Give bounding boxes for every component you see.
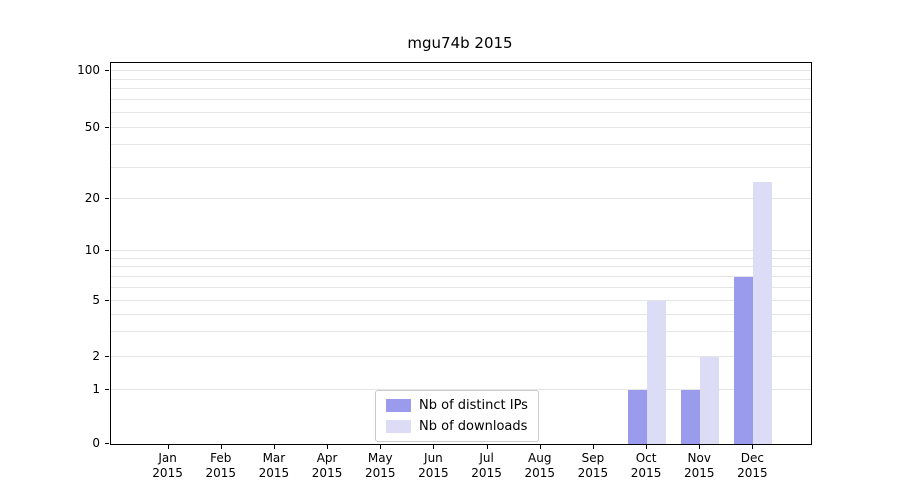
y-tick-mark <box>105 250 109 252</box>
y-tick-label: 10 <box>84 243 100 258</box>
gridline <box>111 287 811 288</box>
y-tick-label: 100 <box>77 63 100 77</box>
gridline <box>111 166 811 168</box>
y-tick-label: 0 <box>92 436 100 450</box>
bar-distinct-ips <box>628 389 648 444</box>
y-tick-mark <box>105 70 109 71</box>
legend-label: Nb of downloads <box>419 419 528 434</box>
x-tick-label: Dec 2015 <box>737 451 768 480</box>
y-tick-mark <box>105 198 109 200</box>
x-tick-label: May 2015 <box>364 451 396 480</box>
bar-distinct-ips <box>681 389 701 444</box>
x-tick-mark <box>752 445 754 449</box>
legend: Nb of distinct IPs Nb of downloads <box>375 390 539 442</box>
x-tick-mark <box>486 445 488 449</box>
x-tick-mark <box>380 445 382 449</box>
y-tick-label: 2 <box>92 349 100 364</box>
gridline <box>111 88 811 90</box>
gridline <box>111 99 811 101</box>
gridline <box>111 127 811 129</box>
legend-swatch <box>386 399 411 412</box>
x-tick-label: Sep 2015 <box>577 451 609 480</box>
gridline <box>111 198 811 200</box>
gridline <box>111 78 811 80</box>
x-tick-mark <box>167 445 169 449</box>
x-tick-mark <box>433 445 435 449</box>
x-tick-label: Apr 2015 <box>311 451 343 480</box>
y-tick-mark <box>105 443 109 444</box>
gridline <box>111 257 811 259</box>
y-tick-label: 1 <box>92 381 100 396</box>
gridline <box>111 275 811 277</box>
gridline <box>111 112 811 114</box>
legend-swatch <box>386 420 411 433</box>
x-tick-label: Jan 2015 <box>152 451 183 480</box>
y-tick-mark <box>105 127 109 129</box>
gridline <box>111 266 811 268</box>
bar-downloads <box>700 357 720 444</box>
x-tick-label: Aug 2015 <box>524 451 556 480</box>
y-tick-label: 50 <box>84 120 100 135</box>
x-tick-label: Jul 2015 <box>471 451 502 480</box>
gridline <box>111 144 811 146</box>
bar-downloads <box>647 301 667 444</box>
x-tick-mark <box>646 445 648 449</box>
x-tick-label: Mar 2015 <box>258 451 290 480</box>
y-tick-mark <box>105 388 109 390</box>
gridline <box>111 331 811 333</box>
legend-label: Nb of distinct IPs <box>419 398 528 413</box>
legend-item: Nb of distinct IPs <box>386 398 528 413</box>
y-tick-mark <box>105 300 109 302</box>
x-tick-mark <box>220 445 222 449</box>
chart-title: mgu74b 2015 <box>407 34 513 52</box>
y-tick-label: 20 <box>84 191 100 206</box>
x-tick-mark <box>273 445 275 449</box>
gridline <box>111 313 811 315</box>
x-tick-label: Feb 2015 <box>205 451 237 480</box>
x-tick-label: Jun 2015 <box>418 451 449 480</box>
gridline <box>111 70 811 72</box>
x-tick-label: Oct 2015 <box>630 451 662 480</box>
bar-distinct-ips <box>734 276 754 444</box>
gridline <box>111 300 811 302</box>
legend-item: Nb of downloads <box>386 419 528 434</box>
x-tick-mark <box>699 445 701 449</box>
gridline <box>111 388 811 390</box>
gridline <box>111 356 811 358</box>
x-tick-mark <box>592 445 594 449</box>
x-tick-mark <box>539 445 541 449</box>
y-tick-mark <box>105 356 109 358</box>
gridline <box>111 250 811 252</box>
x-tick-mark <box>327 445 329 449</box>
plot-area <box>110 62 812 445</box>
bar-downloads <box>753 181 773 444</box>
x-tick-label: Nov 2015 <box>683 451 715 480</box>
y-tick-label: 5 <box>92 293 100 308</box>
